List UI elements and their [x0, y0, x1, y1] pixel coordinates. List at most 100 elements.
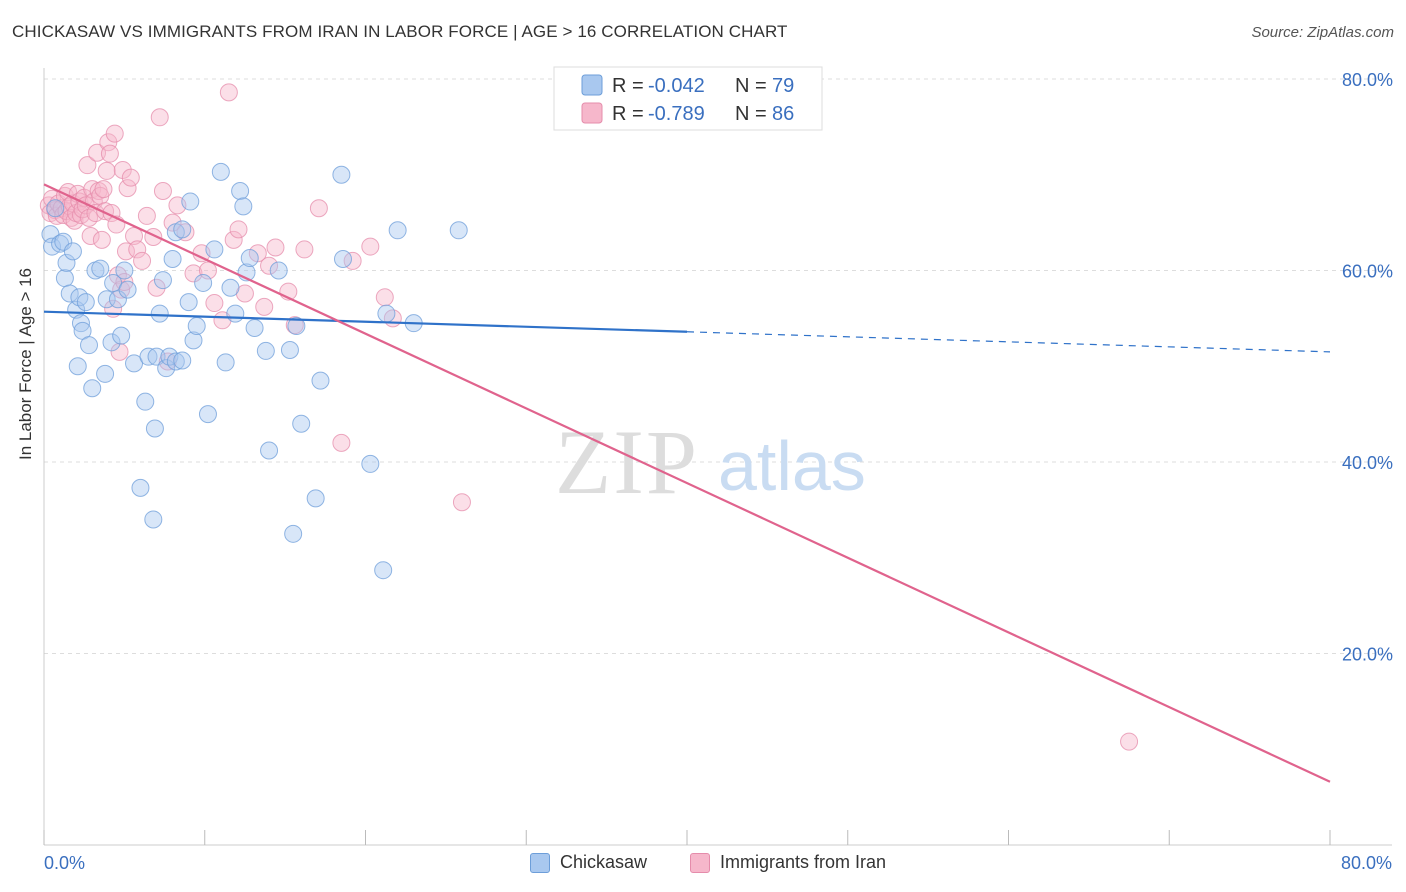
legend-item-chickasaw: Chickasaw	[530, 852, 647, 873]
chickasaw-point	[102, 333, 121, 352]
chickasaw-trend-line	[43, 310, 688, 333]
chickasaw-point	[46, 199, 65, 218]
chickasaw-n-label: N =	[735, 75, 767, 97]
iran-point	[92, 230, 111, 249]
y-tick-label: 40.0%	[1342, 453, 1393, 473]
chickasaw-point	[269, 261, 288, 280]
iran-n-label: N =	[735, 103, 767, 125]
chickasaw-point	[231, 182, 250, 201]
iran-point	[224, 230, 243, 249]
iran-point	[163, 213, 182, 232]
chickasaw-point	[108, 290, 127, 309]
chickasaw-point	[71, 314, 90, 333]
iran-swatch	[581, 102, 603, 124]
iran-points	[39, 83, 1139, 751]
x-axis-ticks	[43, 830, 1331, 845]
chickasaw-point	[205, 240, 224, 259]
chickasaw-point	[166, 352, 185, 371]
chickasaw-point	[211, 162, 230, 181]
legend-item-iran: Immigrants from Iran	[690, 852, 886, 873]
iran-point	[285, 316, 304, 335]
iran-point	[118, 179, 137, 198]
chickasaw-point	[60, 284, 79, 303]
chickasaw-point	[145, 419, 164, 438]
stats-legend: R = -0.042 N = 79 R = -0.789 N = 86	[553, 66, 823, 131]
chickasaw-point	[361, 454, 380, 473]
chickasaw-point	[83, 379, 102, 398]
x-tick-label-max: 80.0%	[1341, 853, 1392, 873]
iran-point	[361, 237, 380, 256]
chickasaw-point	[184, 331, 203, 350]
chickasaw-point	[57, 253, 76, 272]
iran-r-value: -0.789	[648, 103, 705, 125]
iran-point	[332, 433, 351, 452]
watermark-zip: ZIP	[555, 411, 699, 513]
chickasaw-point	[173, 220, 192, 239]
chickasaw-point	[292, 414, 311, 433]
iran-point	[153, 182, 172, 201]
chickasaw-point	[284, 524, 303, 543]
legend-label-chickasaw: Chickasaw	[560, 852, 648, 872]
chickasaw-point	[306, 489, 325, 508]
iran-point	[100, 144, 119, 163]
iran-point	[97, 161, 116, 180]
grid-lines	[44, 78, 1392, 654]
iran-point	[375, 288, 394, 307]
axes	[43, 68, 1392, 846]
iran-point	[147, 278, 166, 297]
iran-point	[205, 294, 224, 313]
chickasaw-point	[311, 371, 330, 390]
chickasaw-trend-extension	[686, 331, 1331, 353]
watermark: ZIP atlas	[555, 411, 866, 513]
chickasaw-point	[68, 357, 87, 376]
iran-point	[184, 264, 203, 283]
chickasaw-points	[41, 111, 616, 580]
chickasaw-point	[377, 304, 396, 323]
legend-swatch-chickasaw	[530, 852, 550, 873]
chickasaw-point	[216, 353, 235, 372]
chickasaw-point	[54, 232, 73, 251]
chickasaw-point	[112, 326, 131, 345]
chickasaw-point	[256, 341, 275, 360]
chickasaw-point	[157, 359, 176, 378]
legend-label-iran: Immigrants from Iran	[720, 852, 887, 872]
chickasaw-point	[198, 405, 217, 424]
chickasaw-point	[333, 250, 352, 269]
iran-n-value: 86	[772, 103, 794, 125]
chickasaw-point	[136, 392, 155, 411]
trend-lines	[43, 183, 1331, 783]
iran-point	[78, 156, 97, 175]
iran-point	[137, 206, 156, 225]
iran-point	[309, 199, 328, 218]
chickasaw-point	[150, 304, 169, 323]
chickasaw-point	[260, 441, 279, 460]
chickasaw-point	[173, 351, 192, 370]
chickasaw-point	[449, 221, 468, 240]
legend-swatch-iran	[690, 852, 710, 873]
chickasaw-point	[115, 261, 134, 280]
y-axis-title: In Labor Force | Age > 16	[16, 267, 35, 460]
iran-point	[88, 143, 107, 162]
chickasaw-point	[287, 317, 306, 336]
chickasaw-point	[187, 317, 206, 336]
chickasaw-point	[181, 192, 200, 211]
y-tick-label: 60.0%	[1342, 262, 1393, 282]
iran-point	[1120, 732, 1139, 751]
chickasaw-point	[234, 197, 253, 216]
chickasaw-point	[153, 271, 172, 290]
iran-point	[150, 108, 169, 127]
y-tick-label: 80.0%	[1342, 70, 1393, 90]
iran-point	[255, 297, 274, 316]
chickasaw-point	[245, 318, 264, 337]
iran-point	[94, 180, 113, 199]
y-tick-labels: 20.0% 40.0% 60.0% 80.0%	[1342, 70, 1393, 665]
chickasaw-point	[76, 293, 95, 312]
chickasaw-n-value: 79	[772, 75, 794, 97]
chickasaw-point	[194, 273, 213, 292]
iran-point	[260, 256, 279, 275]
x-tick-label-min: 0.0%	[44, 853, 85, 873]
chart-title: CHICKASAW VS IMMIGRANTS FROM IRAN IN LAB…	[12, 22, 788, 41]
chickasaw-point	[147, 347, 166, 366]
watermark-atlas: atlas	[718, 427, 866, 505]
